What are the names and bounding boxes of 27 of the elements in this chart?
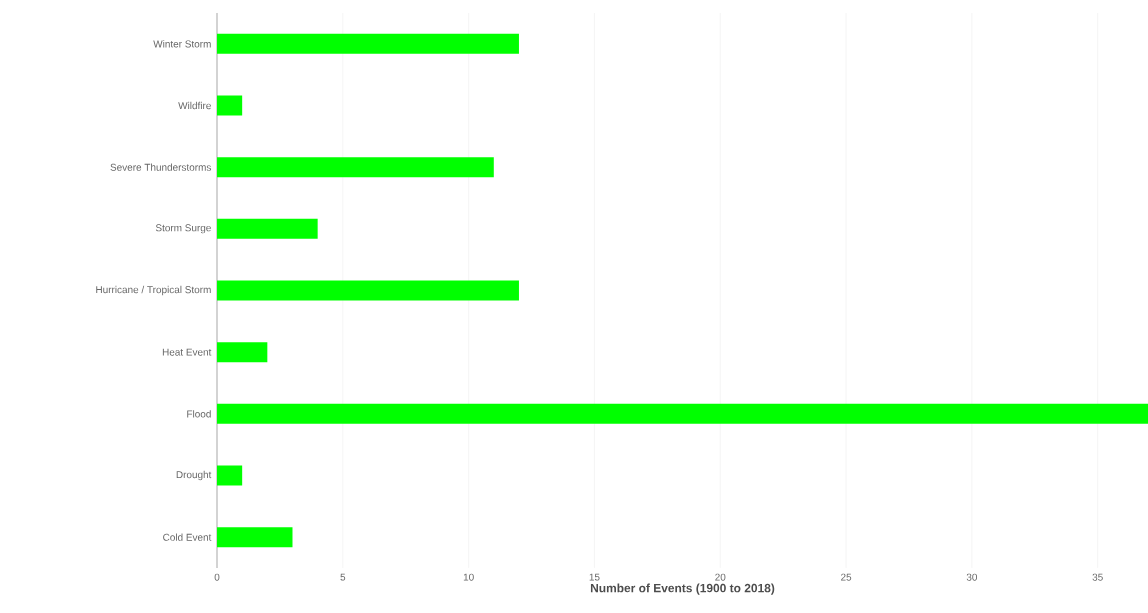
x-tick-label: 35 <box>1092 573 1103 581</box>
y-tick-label: Winter Storm <box>153 40 211 48</box>
y-tick-label: Wildfire <box>178 101 211 110</box>
y-tick-label: Flood <box>187 410 211 418</box>
bar <box>217 218 318 239</box>
y-tick-label: Severe Thunderstorms <box>110 163 211 171</box>
x-tick-label: 0 <box>214 573 220 581</box>
y-tick-label: Hurricane / Tropical Storm <box>96 285 211 296</box>
bar <box>217 95 243 116</box>
x-tick-label: 5 <box>340 573 346 581</box>
bar <box>217 33 519 54</box>
y-tick-label: Cold Event <box>163 533 212 541</box>
bar <box>217 465 243 486</box>
x-tick-label: 10 <box>463 573 474 581</box>
x-axis-title: Number of Events (1900 to 2018) <box>590 583 775 595</box>
bar <box>217 527 293 548</box>
x-tick-label: 15 <box>589 573 600 581</box>
x-tick-label: 25 <box>841 573 852 581</box>
bar <box>217 280 519 301</box>
y-tick-label: Heat Event <box>162 348 212 356</box>
y-tick-label: Storm Surge <box>155 224 211 234</box>
y-tick-label: Drought <box>176 470 212 481</box>
x-tick-label: 20 <box>715 573 726 581</box>
bar <box>217 157 494 178</box>
x-tick-label: 30 <box>966 573 978 581</box>
bar <box>217 342 268 363</box>
bar <box>217 403 1148 424</box>
